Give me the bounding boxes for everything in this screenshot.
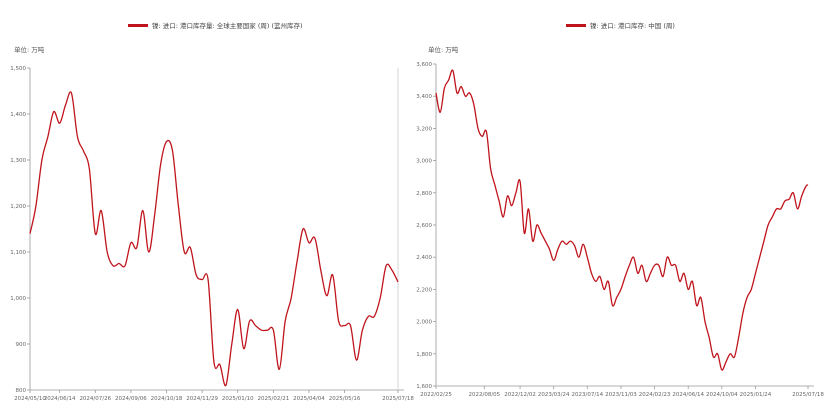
x-tick-label: 2024/02/23 <box>639 392 671 398</box>
y-tick-label: 2,200 <box>416 287 432 293</box>
y-tick-label: 1,600 <box>416 384 432 390</box>
x-tick-label: 2024/06/14 <box>672 392 704 398</box>
x-tick-label: 2025/04/04 <box>293 396 325 402</box>
x-tick-label: 2024/11/29 <box>186 396 218 402</box>
chart-panel-right: 镍: 进口: 港口库存: 中国 (周) 单位: 万吨 1,600 1,800 2,0… <box>414 0 829 416</box>
x-tick-label: 2025/02/21 <box>258 396 290 402</box>
line-chart-left: 800 900 1,000 1,100 1,200 1,300 1,400 1,500 2024… <box>10 66 414 402</box>
x-tick-label: 2024/07/26 <box>79 396 111 402</box>
x-tick-label: 2022/02/25 <box>420 392 452 398</box>
x-tick-label: 2024/06/14 <box>44 396 76 402</box>
line-chart-right: 1,600 1,800 2,000 2,200 2,400 2,600 2,800 3,000… <box>416 62 824 398</box>
y-tick-label: 2,000 <box>416 320 432 326</box>
y-tick-label: 800 <box>16 388 27 394</box>
legend-label: 镍: 进口: 港口库存: 中国 (周) <box>590 22 675 30</box>
y-tick-label: 1,000 <box>10 296 26 302</box>
y-tick-label: 3,600 <box>416 62 432 68</box>
y-tick-label: 3,400 <box>416 94 432 100</box>
y-tick-label: 1,500 <box>10 66 26 72</box>
legend-swatch <box>566 23 586 27</box>
x-tick-label: 2025/07/18 <box>382 396 414 402</box>
legend-swatch <box>128 23 148 27</box>
x-tick-label: 2025/05/16 <box>329 396 361 402</box>
x-tick-label: 2025/01/10 <box>222 396 254 402</box>
x-tick-label: 2022/08/05 <box>468 392 500 398</box>
series-line <box>29 91 399 387</box>
y-tick-label: 2,600 <box>416 223 432 229</box>
x-tick-label: 2024/10/04 <box>706 392 738 398</box>
x-tick-label: 2025/01/24 <box>740 392 772 398</box>
y-tick-label: 3,000 <box>416 159 432 165</box>
unit-label: 单位: 万吨 <box>428 46 459 54</box>
y-tick-label: 1,200 <box>10 204 26 210</box>
y-tick-label: 1,400 <box>10 112 26 118</box>
legend-label: 镍: 进口: 港口库存量: 全球主要国家 (周) (篮州库存) <box>152 22 303 30</box>
x-tick-label: 2024/09/06 <box>115 396 147 402</box>
y-tick-label: 900 <box>16 342 27 348</box>
chart-legend: 镍: 进口: 港口库存: 中国 (周) <box>566 20 675 30</box>
x-tick-label: 2022/12/02 <box>504 392 536 398</box>
chart-legend: 镍: 进口: 港口库存量: 全球主要国家 (周) (篮州库存) <box>128 20 303 30</box>
x-tick-label: 2024/05/10 <box>14 396 46 402</box>
y-tick-label: 2,800 <box>416 191 432 197</box>
unit-label: 单位: 万吨 <box>14 46 45 54</box>
y-tick-label: 1,300 <box>10 158 26 164</box>
x-tick-label: 2023/07/14 <box>571 392 603 398</box>
y-tick-label: 2,400 <box>416 255 432 261</box>
y-tick-label: 3,200 <box>416 126 432 132</box>
series-line <box>435 69 809 371</box>
x-tick-label: 2023/03/24 <box>538 392 570 398</box>
y-tick-label: 1,800 <box>416 352 432 358</box>
chart-panel-left: 镍: 进口: 港口库存量: 全球主要国家 (周) (篮州库存) 单位: 万吨 8… <box>0 0 414 416</box>
x-tick-label: 2025/07/18 <box>792 392 824 398</box>
x-tick-label: 2023/11/03 <box>605 392 637 398</box>
x-tick-label: 2024/10/18 <box>151 396 183 402</box>
y-tick-label: 1,100 <box>10 250 26 256</box>
